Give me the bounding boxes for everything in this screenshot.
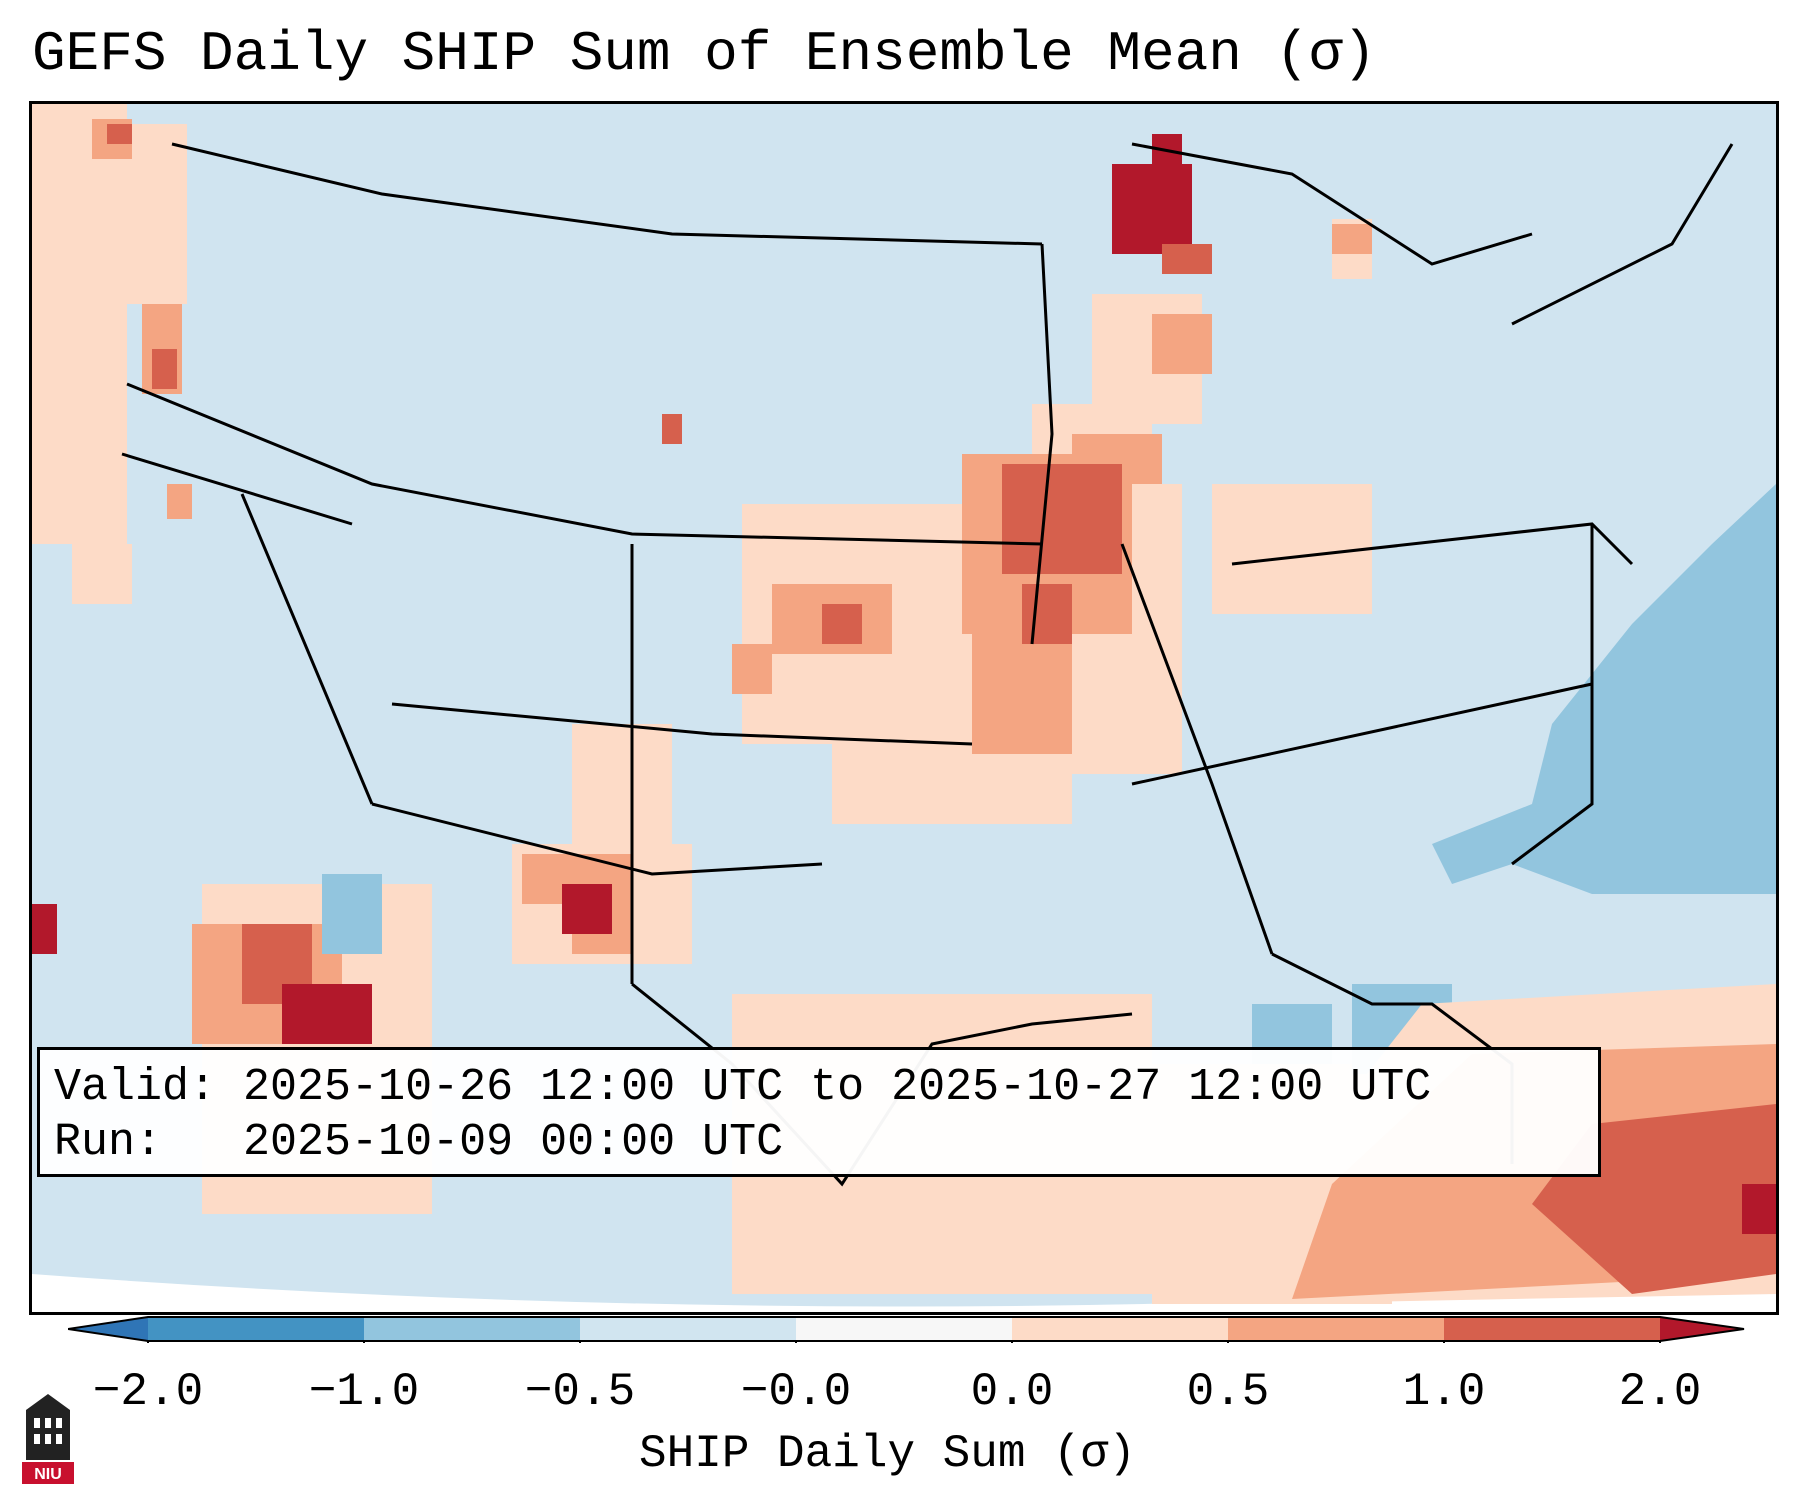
colorbar-segment-2	[364, 1317, 580, 1341]
colorbar-tick-label: −2.0	[92, 1366, 204, 1418]
colorbar-segment-5	[1012, 1317, 1228, 1341]
colorbar-tick-label: −0.5	[524, 1366, 636, 1418]
colorbar-tick-label: 0.0	[970, 1366, 1054, 1418]
colorbar-segment-6	[1228, 1317, 1444, 1341]
colorbar-segment-3	[580, 1317, 796, 1341]
valid-value: 2025-10-26 12:00 UTC to 2025-10-27 12:00…	[243, 1062, 1432, 1113]
colorbar-extend-high	[1660, 1317, 1744, 1341]
valid-label: Valid:	[54, 1062, 217, 1113]
colorbar-tick-label: 2.0	[1618, 1366, 1702, 1418]
run-value: 2025-10-09 00:00 UTC	[243, 1117, 784, 1168]
colorbar-segment-7	[1444, 1317, 1660, 1341]
anomaly-pacific-nw	[32, 104, 187, 604]
valid-run-info-box: Valid: 2025-10-26 12:00 UTC to 2025-10-2…	[37, 1047, 1601, 1177]
colorbar-tick-label: 1.0	[1402, 1366, 1486, 1418]
run-label: Run:	[54, 1117, 163, 1168]
niu-logo: NIU	[22, 1394, 74, 1484]
colorbar-tick-label: −0.0	[740, 1366, 852, 1418]
anomaly-gulf-california-negative	[322, 874, 382, 954]
colorbar-tick-label: −1.0	[308, 1366, 420, 1418]
colorbar-segment-1	[148, 1317, 364, 1341]
colorbar-extend-low	[68, 1317, 148, 1341]
map-title: GEFS Daily SHIP Sum of Ensemble Mean (σ)	[32, 22, 1377, 86]
colorbar	[68, 1316, 1745, 1343]
logo-badge	[22, 1462, 74, 1484]
colorbar-ticks	[147, 1341, 1661, 1343]
colorbar-label: SHIP Daily Sum (σ)	[639, 1428, 1136, 1480]
colorbar-segment-4	[796, 1317, 1012, 1341]
colorbar-tick-label: 0.5	[1186, 1366, 1270, 1418]
logo-text: NIU	[34, 1466, 62, 1483]
